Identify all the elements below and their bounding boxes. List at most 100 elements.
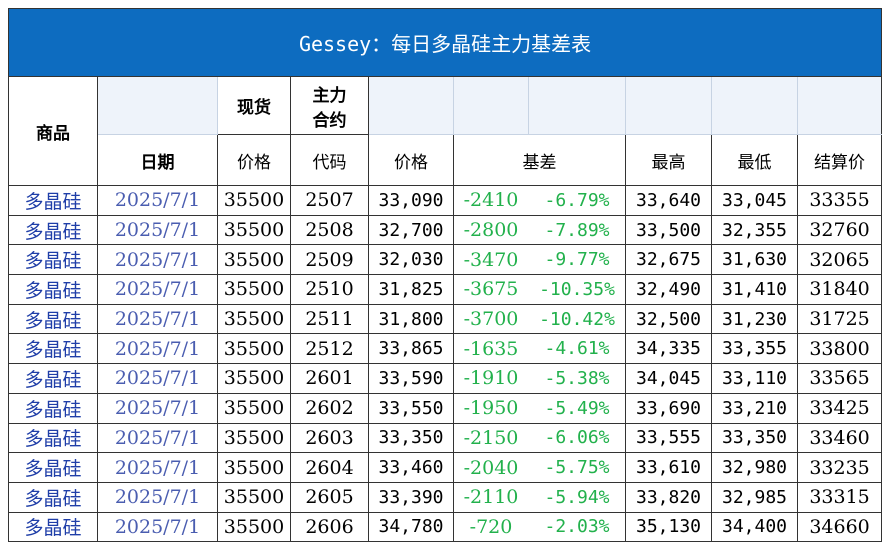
cell-code: 2509	[290, 244, 369, 276]
cell-code: 2604	[290, 452, 369, 483]
cell-low: 32,355	[711, 214, 798, 246]
cell-date: 2025/7/1	[97, 333, 218, 365]
cell-high: 33,690	[625, 392, 712, 424]
cell-date: 2025/7/1	[97, 244, 218, 276]
cell-high: 32,500	[625, 303, 712, 335]
table-row: 多晶硅 2025/7/1 35500 2512 33,865 -1635 -4.…	[8, 333, 883, 365]
cell-price: 34,780	[368, 511, 454, 543]
cell-code: 2508	[290, 214, 369, 246]
cell-price: 33,550	[368, 392, 454, 424]
header-settle: 结算价	[796, 134, 883, 186]
cell-date: 2025/7/1	[97, 422, 218, 454]
cell-price: 33,090	[368, 185, 454, 216]
cell-basis-pct: -10.35%	[528, 274, 626, 305]
table-row: 多晶硅 2025/7/1 35500 2509 32,030 -3470 -9.…	[8, 244, 883, 276]
cell-high: 33,820	[625, 481, 712, 513]
header-main-contract: 主力 合约	[290, 76, 369, 135]
cell-low: 34,400	[711, 511, 798, 543]
cell-spot-price: 35500	[217, 422, 291, 454]
table-row: 多晶硅 2025/7/1 35500 2508 32,700 -2800 -7.…	[8, 214, 883, 246]
cell-product: 多晶硅	[8, 511, 98, 543]
cell-basis: -3700	[453, 303, 529, 335]
cell-product: 多晶硅	[8, 481, 98, 513]
cell-spot-price: 35500	[217, 363, 291, 394]
cell-code: 2512	[290, 333, 369, 365]
header-blank-date	[97, 76, 218, 135]
cell-spot-price: 35500	[217, 274, 291, 305]
cell-basis: -2150	[453, 422, 529, 454]
table-row: 多晶硅 2025/7/1 35500 2603 33,350 -2150 -6.…	[8, 422, 883, 454]
header-code: 代码	[290, 134, 369, 186]
cell-basis-pct: -10.42%	[528, 303, 626, 335]
cell-basis: -2410	[453, 185, 529, 216]
cell-high: 33,610	[625, 452, 712, 483]
cell-spot-price: 35500	[217, 244, 291, 276]
cell-high: 32,490	[625, 274, 712, 305]
table-row: 多晶硅 2025/7/1 35500 2601 33,590 -1910 -5.…	[8, 363, 883, 394]
cell-basis: -1910	[453, 363, 529, 394]
cell-code: 2510	[290, 274, 369, 305]
cell-spot-price: 35500	[217, 481, 291, 513]
basis-table: Gessey：每日多晶硅主力基差表 商品 现货 主力 合约 日期 价格 代码 价…	[7, 8, 883, 543]
cell-basis-pct: -2.03%	[528, 511, 626, 543]
cell-code: 2603	[290, 422, 369, 454]
header-high: 最高	[625, 134, 712, 186]
cell-settle: 33565	[796, 363, 883, 394]
table-row: 多晶硅 2025/7/1 35500 2510 31,825 -3675 -10…	[8, 274, 883, 305]
header-blank-basis-a	[453, 76, 529, 135]
cell-product: 多晶硅	[8, 363, 98, 394]
cell-date: 2025/7/1	[97, 274, 218, 305]
cell-low: 31,230	[711, 303, 798, 335]
header-blank-high	[625, 76, 712, 135]
cell-settle: 32760	[796, 214, 883, 246]
cell-basis-pct: -5.38%	[528, 363, 626, 394]
cell-basis: -1950	[453, 392, 529, 424]
cell-price: 31,825	[368, 274, 454, 305]
cell-high: 32,675	[625, 244, 712, 276]
cell-price: 33,390	[368, 481, 454, 513]
cell-spot-price: 35500	[217, 185, 291, 216]
cell-settle: 33315	[796, 481, 883, 513]
cell-spot-price: 35500	[217, 303, 291, 335]
cell-settle: 33235	[796, 452, 883, 483]
table-row: 多晶硅 2025/7/1 35500 2606 34,780 -720 -2.0…	[8, 511, 883, 543]
cell-high: 33,555	[625, 422, 712, 454]
cell-basis-pct: -9.77%	[528, 244, 626, 276]
cell-spot-price: 35500	[217, 333, 291, 365]
cell-basis: -720	[453, 511, 529, 543]
header-low: 最低	[711, 134, 798, 186]
header-blank-settle	[796, 76, 883, 135]
cell-date: 2025/7/1	[97, 392, 218, 424]
header-date: 日期	[97, 134, 218, 186]
cell-code: 2605	[290, 481, 369, 513]
cell-product: 多晶硅	[8, 185, 98, 216]
cell-date: 2025/7/1	[97, 303, 218, 335]
cell-basis-pct: -6.06%	[528, 422, 626, 454]
header-blank-price	[368, 76, 454, 135]
cell-code: 2507	[290, 185, 369, 216]
cell-settle: 33425	[796, 392, 883, 424]
header-basis: 基差	[453, 134, 626, 186]
cell-product: 多晶硅	[8, 452, 98, 483]
cell-code: 2602	[290, 392, 369, 424]
header-spot-price: 价格	[217, 134, 291, 186]
cell-low: 31,410	[711, 274, 798, 305]
cell-high: 33,500	[625, 214, 712, 246]
cell-code: 2511	[290, 303, 369, 335]
cell-price: 33,865	[368, 333, 454, 365]
cell-settle: 31725	[796, 303, 883, 335]
cell-low: 33,110	[711, 363, 798, 394]
cell-basis: -3675	[453, 274, 529, 305]
cell-basis-pct: -4.61%	[528, 333, 626, 365]
cell-date: 2025/7/1	[97, 511, 218, 543]
cell-settle: 33800	[796, 333, 883, 365]
cell-product: 多晶硅	[8, 333, 98, 365]
header-main-contract-line1: 主力	[312, 85, 347, 106]
cell-low: 32,985	[711, 481, 798, 513]
cell-product: 多晶硅	[8, 274, 98, 305]
cell-basis: -2040	[453, 452, 529, 483]
cell-date: 2025/7/1	[97, 481, 218, 513]
cell-settle: 33460	[796, 422, 883, 454]
cell-settle: 33355	[796, 185, 883, 216]
cell-basis-pct: -6.79%	[528, 185, 626, 216]
